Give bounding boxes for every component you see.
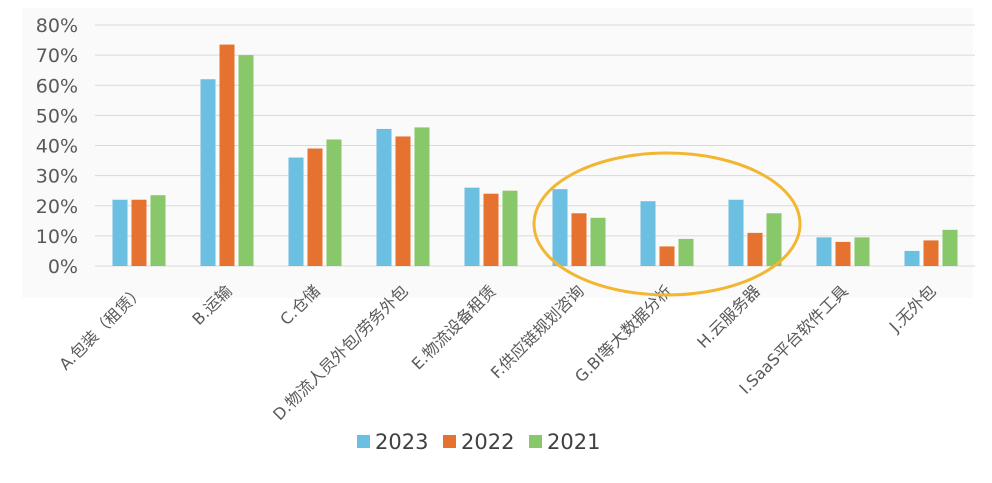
bar-2022: [395, 136, 411, 266]
y-tick-label: 80%: [36, 15, 78, 37]
bar-2022: [747, 232, 763, 266]
bar-2023: [816, 237, 832, 266]
bar-2023: [640, 201, 656, 266]
bar-2023: [288, 157, 304, 266]
y-tick-label: 70%: [36, 45, 78, 67]
legend-label-2022: 2022: [461, 430, 514, 454]
legend-swatch-2022: [443, 435, 456, 448]
bar-2022: [483, 193, 499, 266]
y-tick-label: 30%: [36, 166, 78, 188]
x-axis-labels: A.包装（租赁） B.运输 C.仓储D.物流人员外包/劳务外包E.物流设备租赁F.供…: [55, 281, 939, 424]
legend: 2023 2022 2021: [357, 430, 600, 454]
annotation: [532, 151, 802, 297]
y-axis-ticks: 0% 10% 20% 30% 40% 50% 60% 70% 80%: [36, 15, 78, 278]
bar-2023: [464, 187, 480, 266]
bar-2021: [238, 55, 254, 266]
bar-2022: [659, 246, 675, 266]
bar-2021: [150, 195, 166, 266]
y-tick-label: 40%: [36, 136, 78, 158]
y-tick-label: 0%: [48, 256, 78, 278]
bar-2021: [326, 139, 342, 266]
bar-2023: [200, 79, 216, 266]
bar-2023: [552, 189, 568, 266]
bar-2022: [131, 199, 147, 266]
legend-swatch-2023: [357, 435, 370, 448]
bar-2021: [414, 127, 430, 266]
bar-2022: [571, 213, 587, 266]
highlight-ellipse: [532, 151, 802, 297]
bar-2022: [923, 240, 939, 266]
bar-2022: [219, 44, 235, 266]
legend-label-2023: 2023: [375, 430, 428, 454]
bar-2023: [376, 128, 392, 266]
bar-2021: [854, 237, 870, 266]
bar-2022: [307, 148, 323, 266]
bar-2021: [502, 190, 518, 266]
bar-2023: [112, 199, 128, 266]
y-tick-label: 10%: [36, 226, 78, 248]
bar-2023: [904, 250, 920, 266]
legend-swatch-2021: [529, 435, 542, 448]
bars: [112, 44, 958, 266]
bar-2023: [728, 199, 744, 266]
y-tick-label: 50%: [36, 105, 78, 127]
y-tick-label: 60%: [36, 75, 78, 97]
bar-2021: [766, 213, 782, 266]
bar-2022: [835, 241, 851, 266]
bar-2021: [942, 229, 958, 266]
legend-label-2021: 2021: [547, 430, 600, 454]
bar-2021: [590, 217, 606, 266]
y-tick-label: 20%: [36, 196, 78, 218]
bar-2021: [678, 238, 694, 266]
